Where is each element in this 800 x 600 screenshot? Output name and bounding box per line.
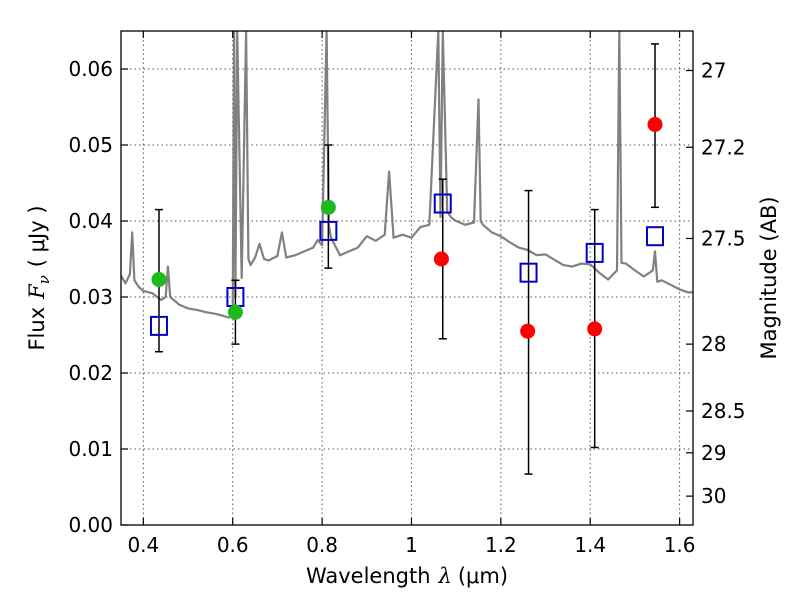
y2-tick-label: 27 xyxy=(701,59,726,83)
y2-axis-ticks: 27 27.2 27.5 28 28.5 29 30 xyxy=(686,59,746,508)
y-tick-label: 0.05 xyxy=(68,133,113,157)
x-tick-label: 1 xyxy=(405,533,418,557)
plot-background xyxy=(121,31,693,525)
x-tick-label: 0.6 xyxy=(217,533,249,557)
model-box-marker xyxy=(519,262,538,283)
y-tick-label: 0.04 xyxy=(68,209,113,233)
red-point xyxy=(647,116,663,132)
red-point xyxy=(433,251,449,267)
x-axis-title: Wavelength λ (μm) xyxy=(306,564,508,588)
y-tick-label: 0.06 xyxy=(68,57,113,81)
red-point xyxy=(520,323,536,339)
y-axis-label: Flux xyxy=(25,307,49,351)
model-box-marker xyxy=(433,193,452,214)
y-tick-label: 0.03 xyxy=(68,285,113,309)
x-axis-unit: (μm) xyxy=(458,564,508,588)
model-box-marker xyxy=(585,242,604,263)
y2-tick-label: 28 xyxy=(701,332,726,356)
y-axis-symbol: F xyxy=(25,283,49,300)
observed-points xyxy=(151,116,663,339)
y2-axis-title: Magnitude (AB) xyxy=(757,196,781,359)
model-spectrum xyxy=(121,31,693,319)
x-tick-label: 0.8 xyxy=(306,533,338,557)
y2-tick-label: 28.5 xyxy=(701,399,746,423)
model-box-marker xyxy=(149,315,168,336)
x-tick-label: 0.4 xyxy=(127,533,159,557)
y2-tick-label: 29 xyxy=(701,441,726,465)
red-point xyxy=(587,321,603,337)
y-axis-title: Flux Fν ( μJy ) xyxy=(25,205,53,350)
y-tick-label: 0.02 xyxy=(68,361,113,385)
model-box-marker xyxy=(319,220,338,241)
y-axis-unit: ( μJy ) xyxy=(25,205,49,267)
x-tick-label: 1.2 xyxy=(485,533,517,557)
detection-point xyxy=(320,199,336,215)
detection-point xyxy=(227,304,243,320)
y2-tick-label: 27.2 xyxy=(701,135,746,159)
y-tick-label: 0.01 xyxy=(68,437,113,461)
y-tick-label: 0.00 xyxy=(68,513,113,537)
x-tick-label: 1.6 xyxy=(664,533,696,557)
model-box-marker xyxy=(646,226,665,247)
x-axis-symbol: λ xyxy=(438,564,452,588)
y-axis-subscript: ν xyxy=(35,275,53,284)
x-tick-label: 1.4 xyxy=(574,533,606,557)
plot-frame xyxy=(120,30,694,526)
y2-tick-label: 27.5 xyxy=(701,226,746,250)
spectrum-line xyxy=(121,31,693,319)
x-axis-ticks: 0.4 0.6 0.8 1 1.2 1.4 1.6 xyxy=(127,31,696,557)
x-axis-label: Wavelength xyxy=(306,564,431,588)
y-axis-ticks: 0.00 0.01 0.02 0.03 0.04 0.05 0.06 xyxy=(68,57,128,537)
detection-point xyxy=(151,272,167,288)
y2-tick-label: 30 xyxy=(701,484,726,508)
